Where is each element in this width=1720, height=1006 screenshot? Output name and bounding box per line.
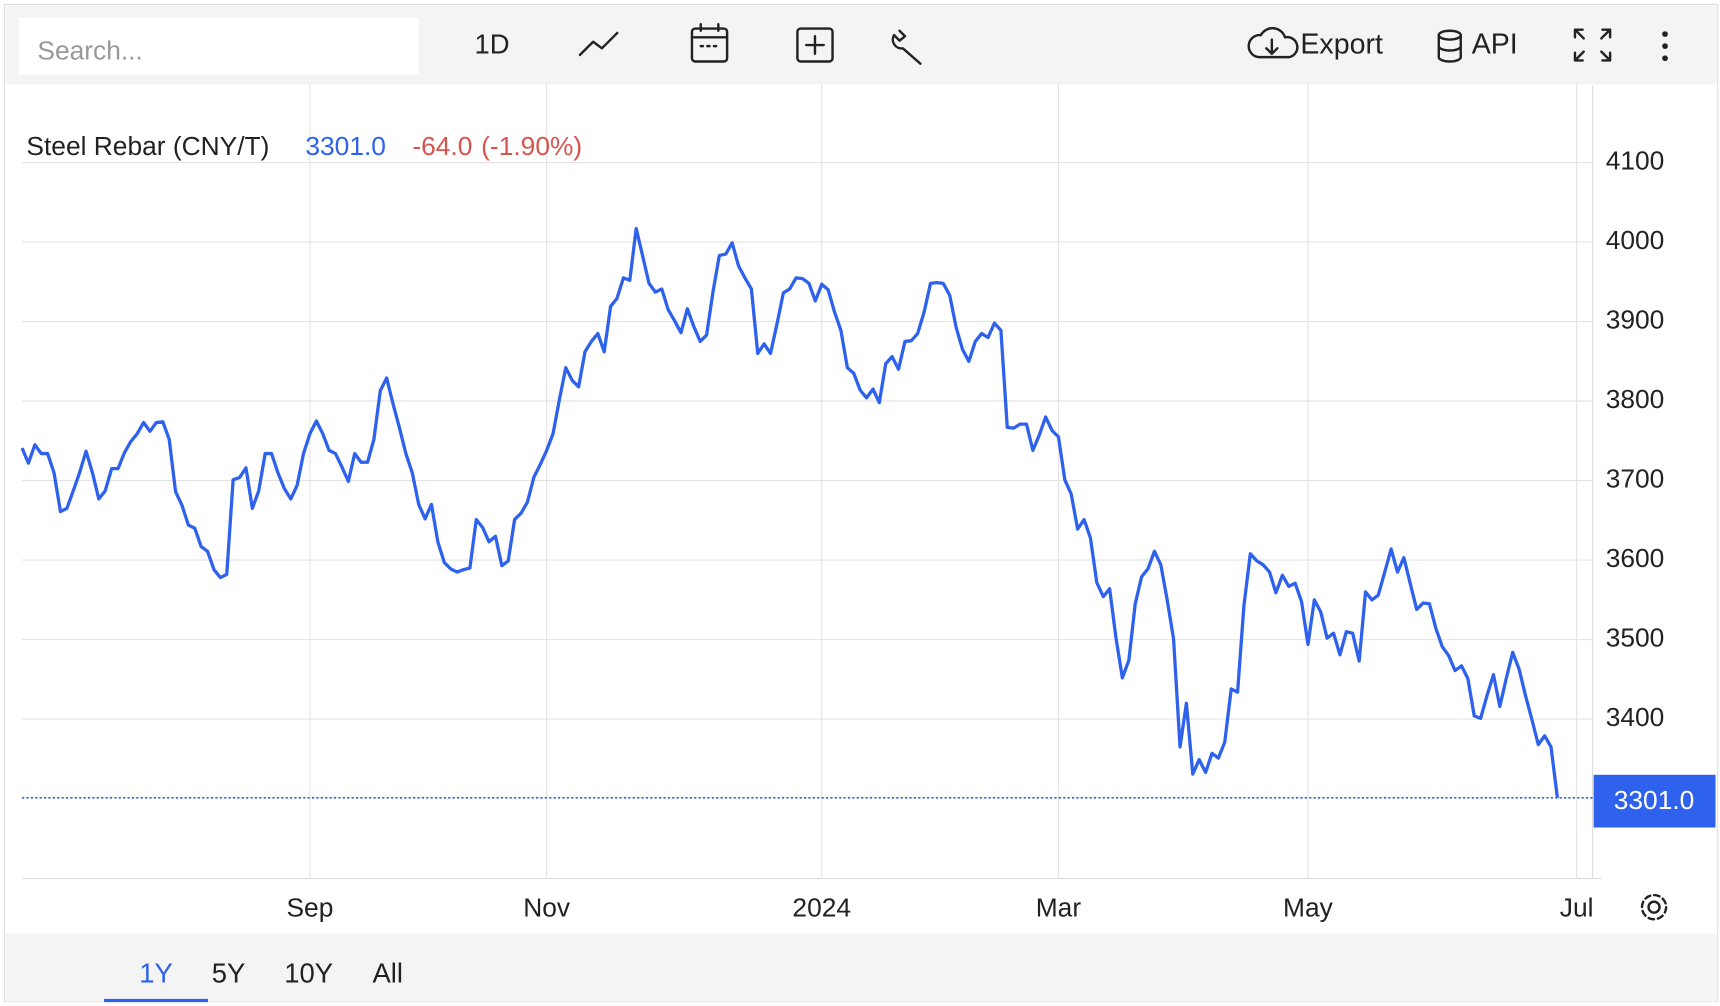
price-change-pct: (-1.90%) bbox=[481, 131, 582, 161]
last-price-badge bbox=[1593, 774, 1716, 828]
search-placeholder: Search... bbox=[37, 36, 142, 66]
range-button[interactable]: 1Y bbox=[139, 957, 173, 988]
x-tick-label: 2024 bbox=[792, 892, 851, 922]
x-tick-label: Sep bbox=[286, 892, 333, 922]
last-price-label: 3301.0 bbox=[1614, 785, 1695, 815]
frame bbox=[3, 3, 1719, 1003]
x-tick-label: May bbox=[1283, 892, 1334, 922]
settings-icon[interactable] bbox=[1640, 893, 1668, 921]
y-tick-label: 3800 bbox=[1606, 384, 1665, 414]
calendar-icon[interactable] bbox=[690, 22, 729, 63]
price-change: -64.0 bbox=[412, 131, 472, 161]
price-line bbox=[20, 226, 1560, 799]
x-tick-label: Jul bbox=[1560, 892, 1594, 922]
more-menu[interactable] bbox=[1662, 31, 1668, 62]
export-icon[interactable] bbox=[1247, 26, 1299, 59]
range-button[interactable]: All bbox=[373, 957, 404, 988]
y-tick-label: 3900 bbox=[1606, 305, 1665, 335]
last-price: 3301.0 bbox=[305, 131, 386, 161]
fullscreen-icon[interactable] bbox=[1573, 28, 1612, 62]
x-tick-label: Mar bbox=[1036, 892, 1082, 922]
y-tick-label: 4000 bbox=[1606, 225, 1665, 255]
export-button[interactable]: Export bbox=[1300, 29, 1383, 61]
add-indicator-icon[interactable] bbox=[796, 27, 834, 63]
api-icon[interactable] bbox=[1437, 29, 1462, 63]
range-buttons: 1Y 5Y 10Y All bbox=[104, 957, 404, 1003]
chart-type-icon[interactable] bbox=[578, 31, 619, 57]
y-tick-label: 3600 bbox=[1606, 543, 1665, 573]
range-button[interactable]: 5Y bbox=[212, 957, 246, 988]
search-box[interactable] bbox=[18, 17, 419, 75]
y-tick-label: 3700 bbox=[1606, 464, 1665, 494]
y-tick-label: 3400 bbox=[1606, 702, 1665, 732]
tools-icon[interactable] bbox=[891, 29, 922, 65]
chart-title: Steel Rebar (CNY/T) bbox=[26, 131, 269, 161]
y-tick-label: 3500 bbox=[1606, 623, 1665, 653]
plot: 3400 3500 3600 3700 3800 3900 4000 4100 Sep Nov 20… bbox=[20, 83, 1716, 922]
x-tick-label: Nov bbox=[523, 892, 571, 922]
range-bar bbox=[5, 933, 1717, 1002]
y-tick-label: 4100 bbox=[1606, 145, 1665, 175]
interval-button[interactable]: 1D bbox=[475, 28, 510, 59]
range-button[interactable]: 10Y bbox=[284, 957, 333, 988]
api-button[interactable]: API bbox=[1472, 29, 1518, 61]
